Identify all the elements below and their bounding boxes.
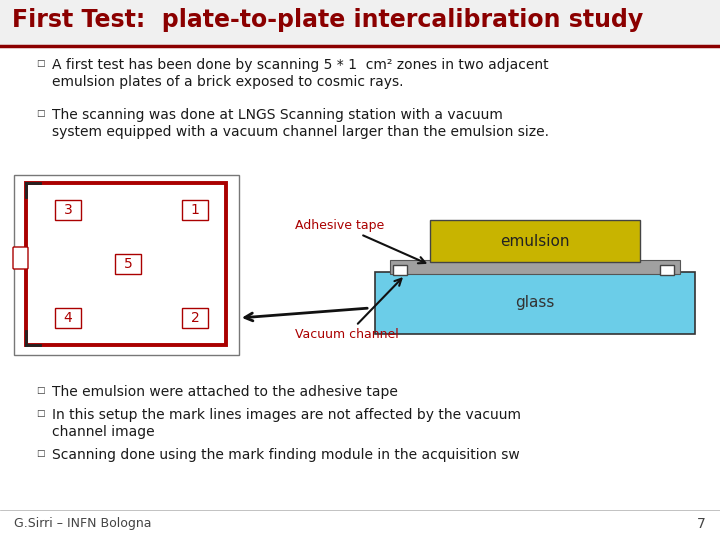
Text: □: □ (36, 449, 45, 458)
Text: A first test has been done by scanning 5 * 1  cm² zones in two adjacent
emulsion: A first test has been done by scanning 5… (52, 58, 549, 89)
Text: 4: 4 (63, 311, 73, 325)
Bar (14, 175, 239, 355)
Bar (393, 265, 407, 275)
Text: emulsion: emulsion (500, 233, 570, 248)
Text: 1: 1 (191, 203, 199, 217)
FancyBboxPatch shape (0, 0, 720, 46)
Text: □: □ (36, 386, 45, 395)
Text: 3: 3 (63, 203, 73, 217)
Text: First Test:  plate-to-plate intercalibration study: First Test: plate-to-plate intercalibrat… (12, 8, 643, 32)
Text: G.Sirri – INFN Bologna: G.Sirri – INFN Bologna (14, 517, 151, 530)
Bar (660, 265, 674, 275)
Text: □: □ (36, 409, 45, 418)
Text: In this setup the mark lines images are not affected by the vacuum
channel image: In this setup the mark lines images are … (52, 408, 521, 440)
Text: 2: 2 (191, 311, 199, 325)
Bar (55, 308, 81, 328)
Text: The emulsion were attached to the adhesive tape: The emulsion were attached to the adhesi… (52, 385, 398, 399)
Text: 7: 7 (697, 517, 706, 531)
Text: Scanning done using the mark finding module in the acquisition sw: Scanning done using the mark finding mod… (52, 448, 520, 462)
FancyBboxPatch shape (13, 247, 28, 269)
Text: glass: glass (516, 295, 554, 310)
Bar (390, 260, 680, 274)
Bar (375, 272, 695, 334)
Bar (115, 254, 141, 274)
Bar (182, 200, 208, 220)
Bar (182, 308, 208, 328)
Bar (430, 220, 640, 262)
Text: □: □ (36, 59, 45, 68)
Text: Adhesive tape: Adhesive tape (295, 219, 426, 264)
Bar (26, 183, 226, 345)
Text: □: □ (36, 109, 45, 118)
Bar (55, 200, 81, 220)
Text: Vacuum channel: Vacuum channel (295, 279, 402, 341)
Text: 5: 5 (124, 257, 132, 271)
Text: The scanning was done at LNGS Scanning station with a vacuum
system equipped wit: The scanning was done at LNGS Scanning s… (52, 108, 549, 139)
